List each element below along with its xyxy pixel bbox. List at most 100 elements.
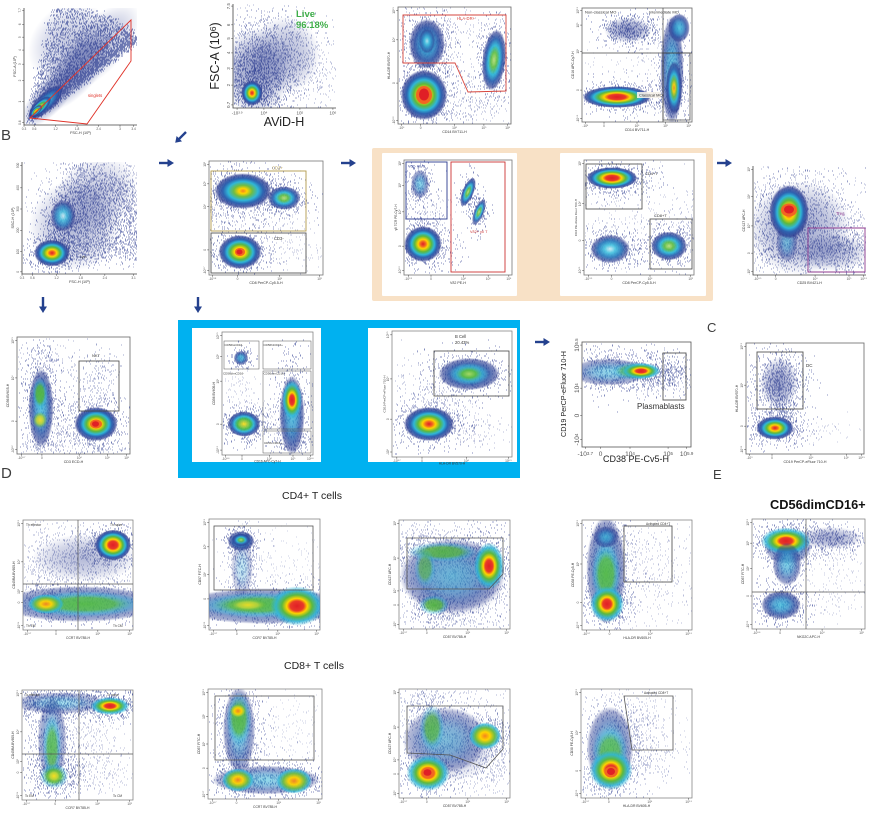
- svg-text:0: 0: [421, 459, 423, 463]
- svg-text:0: 0: [398, 245, 402, 247]
- svg-text:105: 105: [482, 126, 488, 130]
- svg-text:0: 0: [203, 249, 207, 251]
- svg-text:CD56hiCD16+: CD56hiCD16+: [264, 343, 284, 347]
- svg-text:105: 105: [393, 520, 397, 526]
- svg-text:0.3: 0.3: [22, 127, 27, 131]
- svg-text:7.7: 7.7: [18, 8, 22, 13]
- svg-text:104: 104: [17, 559, 21, 565]
- svg-text:CD56dimCD16+: CD56dimCD16+: [264, 372, 286, 376]
- svg-text:0: 0: [775, 277, 777, 281]
- svg-text:CCR7 BV785-H: CCR7 BV785-H: [253, 636, 277, 640]
- svg-text:FSC-H (106): FSC-H (106): [70, 130, 92, 135]
- svg-text:105.5: 105.5: [505, 459, 512, 463]
- svg-text:104: 104: [809, 456, 815, 460]
- svg-text:105.5: 105.5: [392, 6, 396, 13]
- svg-text:105.5: 105.5: [574, 338, 581, 352]
- svg-text:Tc EM: Tc EM: [25, 794, 34, 798]
- svg-text:Live: Live: [296, 9, 315, 20]
- svg-text:0.7: 0.7: [226, 101, 231, 108]
- svg-text:-103.7: -103.7: [400, 800, 408, 804]
- svg-text:0.6: 0.6: [30, 276, 35, 280]
- svg-text:-103.7: -103.7: [582, 800, 590, 804]
- svg-text:5: 5: [226, 37, 231, 40]
- svg-text:CD57 FITC-H: CD57 FITC-H: [197, 733, 201, 754]
- svg-text:-103.7: -103.7: [583, 632, 591, 636]
- svg-text:105: 105: [216, 353, 220, 359]
- svg-text:500: 500: [16, 163, 20, 169]
- svg-text:105: 105: [747, 166, 751, 172]
- svg-text:CD19 PerCP-eFluor 710-H: CD19 PerCP-eFluor 710-H: [784, 460, 827, 464]
- svg-text:105: 105: [504, 631, 510, 635]
- svg-text:104: 104: [393, 724, 397, 730]
- svg-text:6: 6: [226, 23, 231, 26]
- svg-text:0: 0: [41, 456, 43, 460]
- svg-text:Intermediate MO: Intermediate MO: [649, 10, 679, 15]
- svg-text:-104.1: -104.1: [578, 266, 582, 274]
- svg-text:0: 0: [386, 418, 390, 420]
- svg-text:105: 105: [314, 632, 320, 636]
- svg-text:106: 106: [505, 126, 511, 130]
- svg-text:-103.3: -103.3: [398, 266, 402, 274]
- svg-text:-103.1: -103.1: [746, 620, 750, 628]
- svg-text:0: 0: [746, 595, 750, 597]
- svg-text:γδ TCR PE-Cy7-H: γδ TCR PE-Cy7-H: [394, 204, 398, 231]
- svg-text:106: 106: [330, 111, 337, 116]
- svg-text:Activated CD8+T: Activated CD8+T: [644, 691, 668, 695]
- svg-text:105.5: 105.5: [740, 342, 744, 349]
- svg-text:-103.7: -103.7: [578, 451, 594, 458]
- svg-text:105: 105: [663, 124, 669, 128]
- svg-text:104: 104: [203, 203, 207, 209]
- svg-text:-103.8: -103.8: [209, 277, 217, 281]
- svg-text:106: 106: [398, 160, 402, 166]
- svg-text:105: 105: [105, 456, 111, 460]
- svg-text:104: 104: [202, 741, 206, 747]
- svg-text:0: 0: [576, 89, 580, 91]
- svg-text:0: 0: [241, 457, 243, 461]
- svg-text:-103.5: -103.5: [404, 277, 412, 281]
- svg-text:105.5: 105.5: [17, 519, 21, 526]
- svg-text:CD3+: CD3+: [272, 166, 283, 171]
- svg-text:5: 5: [18, 36, 22, 38]
- svg-text:103: 103: [393, 588, 397, 594]
- svg-text:0: 0: [392, 82, 396, 84]
- svg-text:104: 104: [392, 37, 396, 43]
- svg-text:HLA-DR BV570-H: HLA-DR BV570-H: [735, 384, 739, 412]
- svg-text:103: 103: [17, 588, 21, 594]
- svg-text:-103.6: -103.6: [753, 631, 761, 635]
- svg-text:CD8+T: CD8+T: [654, 213, 667, 218]
- svg-text:-103.4: -103.4: [17, 621, 21, 629]
- svg-text:105.5: 105.5: [11, 336, 15, 343]
- svg-text:104: 104: [11, 375, 15, 381]
- svg-text:CD4+ T cells: CD4+ T cells: [282, 490, 342, 502]
- svg-text:104: 104: [746, 565, 750, 571]
- svg-text:104: 104: [465, 631, 471, 635]
- svg-text:104: 104: [813, 277, 819, 281]
- svg-text:0: 0: [779, 631, 781, 635]
- svg-text:Activated CD4+T: Activated CD4+T: [646, 522, 670, 526]
- svg-text:0: 0: [420, 126, 422, 130]
- svg-text:AViD-H: AViD-H: [264, 115, 305, 129]
- svg-text:105: 105: [746, 540, 750, 546]
- svg-text:104: 104: [635, 124, 641, 128]
- svg-text:CD19 PerCP-eFluor 710-H: CD19 PerCP-eFluor 710-H: [383, 376, 387, 413]
- svg-text:104: 104: [277, 277, 283, 281]
- svg-text:105: 105: [847, 277, 853, 281]
- svg-text:104: 104: [95, 632, 101, 636]
- svg-text:HLA-DR BV605-H: HLA-DR BV605-H: [623, 804, 651, 808]
- svg-text:106: 106: [203, 161, 207, 167]
- svg-text:0: 0: [16, 771, 20, 773]
- svg-text:NKT: NKT: [92, 353, 101, 358]
- svg-text:0: 0: [575, 770, 579, 772]
- svg-text:0: 0: [236, 632, 238, 636]
- svg-text:-103.3: -103.3: [392, 116, 396, 124]
- svg-text:0: 0: [237, 277, 239, 281]
- svg-text:-103.7: -103.7: [210, 632, 218, 636]
- svg-text:Plasmablasts: Plasmablasts: [637, 402, 685, 411]
- svg-text:0: 0: [216, 423, 220, 425]
- svg-text:Tc CM: Tc CM: [113, 794, 122, 798]
- svg-text:0: 0: [608, 800, 610, 804]
- svg-text:105: 105: [291, 457, 297, 461]
- svg-text:0: 0: [430, 277, 432, 281]
- svg-text:105: 105: [576, 22, 580, 28]
- svg-text:0: 0: [426, 800, 428, 804]
